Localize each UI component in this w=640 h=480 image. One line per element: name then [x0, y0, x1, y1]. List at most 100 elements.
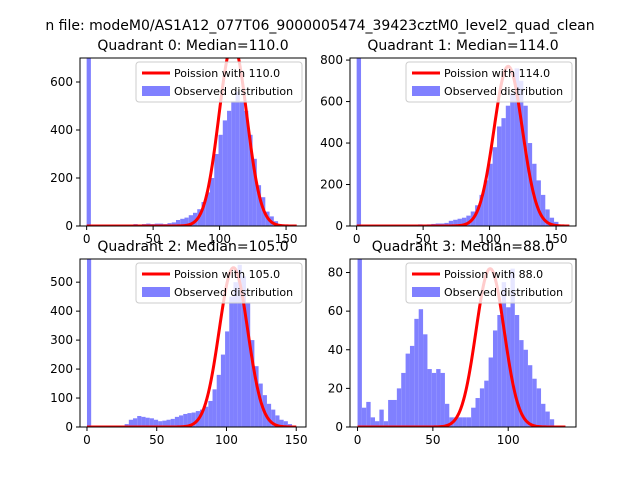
histogram-bar: [518, 80, 524, 226]
legend-observed-label: Observed distribution: [174, 286, 293, 299]
histogram-bar: [549, 419, 555, 427]
histogram-bar: [366, 401, 371, 427]
histogram-bar: [248, 134, 253, 226]
histogram-bar: [523, 349, 528, 427]
x-tick-label: 50: [415, 232, 430, 246]
histogram-bar: [501, 282, 507, 427]
histogram-bar: [448, 220, 454, 226]
histogram-bar: [492, 330, 498, 427]
x-tick-label: 100: [215, 433, 238, 447]
histogram-bar: [201, 202, 206, 226]
histogram-bar: [179, 415, 184, 427]
histogram-bar: [505, 105, 511, 226]
histogram-bar: [466, 417, 472, 427]
legend-observed-swatch: [412, 86, 440, 96]
histogram-bar: [199, 409, 205, 427]
histogram-bar: [220, 354, 226, 427]
y-tick-label: 500: [50, 275, 73, 289]
legend-poisson-label: Poission with 105.0: [174, 268, 280, 281]
histogram-bar: [227, 110, 232, 226]
legend-poisson-label: Poission with 114.0: [444, 67, 550, 80]
histogram-bar: [554, 221, 559, 226]
legend-box: [135, 61, 303, 103]
histogram-bar: [549, 217, 555, 226]
histogram-bar: [461, 217, 467, 226]
histogram-bar: [166, 419, 171, 427]
histogram-bar: [231, 101, 236, 226]
histogram-bar: [180, 218, 185, 226]
panel-title: Quadrant 2: Median=105.0: [97, 239, 288, 255]
x-tick-label: 150: [285, 433, 308, 447]
axes-frame: [79, 57, 307, 227]
histogram-bar: [184, 217, 189, 226]
histogram-bar: [475, 398, 480, 427]
histogram-bar: [275, 415, 280, 427]
histogram-bar: [483, 180, 489, 226]
histogram-bar: [149, 418, 154, 427]
histogram-bar: [233, 282, 238, 427]
histogram-bar: [86, 58, 91, 226]
x-tick-label: 150: [275, 232, 298, 246]
histogram-bar: [208, 400, 213, 427]
histogram-bar: [145, 417, 150, 427]
x-tick-label: 50: [149, 433, 164, 447]
histogram-bar: [239, 101, 245, 226]
panel-title: Quadrant 3: Median=88.0: [372, 239, 554, 255]
histogram-bar: [241, 276, 247, 427]
y-tick-label: 100: [50, 391, 73, 405]
histogram-bar: [436, 369, 441, 427]
legend-poisson-label: Poission with 110.0: [174, 67, 280, 80]
histogram-bar: [356, 58, 362, 226]
legend-box: [135, 262, 303, 304]
poisson-curve: [85, 58, 298, 226]
histogram-bar: [540, 194, 546, 226]
histogram-bar: [158, 421, 163, 427]
axes-frame: [349, 57, 577, 227]
histogram-bar: [545, 411, 550, 427]
histogram-bar: [401, 372, 406, 427]
panel-quadrant-1: 0 50 100 150 0 200 400 600 800 Quadrant 1: Median…: [320, 38, 577, 246]
histogram-bar: [541, 403, 546, 427]
histogram-bar: [187, 413, 192, 427]
histogram-bar: [471, 407, 476, 427]
histogram-bar: [510, 93, 515, 226]
histogram-bar: [453, 219, 458, 226]
histogram-bar: [488, 357, 493, 427]
histogram-bar: [361, 407, 367, 427]
histogram-bar: [153, 419, 159, 427]
legend-poisson-label: Poission with 88.0: [444, 268, 543, 281]
y-tick-label: 600: [50, 75, 73, 89]
y-tick-label: 600: [320, 95, 343, 109]
histogram-bar: [191, 412, 196, 427]
y-tick-label: 400: [50, 123, 73, 137]
histogram-bar: [514, 68, 519, 226]
y-tick-label: 60: [328, 304, 343, 318]
histogram-bar: [244, 110, 249, 226]
histogram-bar: [444, 403, 450, 427]
axes-frame: [79, 258, 307, 428]
y-tick-label: 0: [65, 420, 73, 434]
histogram-bar: [497, 315, 502, 427]
histogram-bar: [392, 399, 397, 427]
histogram-bar: [266, 403, 272, 427]
y-tick-label: 40: [328, 343, 343, 357]
histogram-bar: [237, 264, 242, 427]
histogram-bar: [423, 334, 428, 427]
y-tick-label: 400: [320, 136, 343, 150]
legend-observed-label: Observed distribution: [444, 286, 563, 299]
x-tick-label: 100: [208, 232, 231, 246]
y-tick-label: 0: [335, 420, 343, 434]
y-tick-label: 200: [50, 362, 73, 376]
histogram-bar: [501, 118, 506, 226]
legend: Poission with 110.0 Observed distribution: [135, 61, 303, 103]
histogram-bar: [175, 220, 181, 226]
histogram-bar: [271, 409, 276, 427]
histogram-bar: [254, 366, 259, 427]
histogram-bar: [488, 163, 493, 226]
legend-box: [405, 262, 573, 304]
legend-observed-label: Observed distribution: [174, 85, 293, 98]
x-tick-label: 0: [353, 232, 361, 246]
histogram-bar: [370, 417, 376, 427]
panel-title: Quadrant 0: Median=110.0: [97, 38, 288, 54]
